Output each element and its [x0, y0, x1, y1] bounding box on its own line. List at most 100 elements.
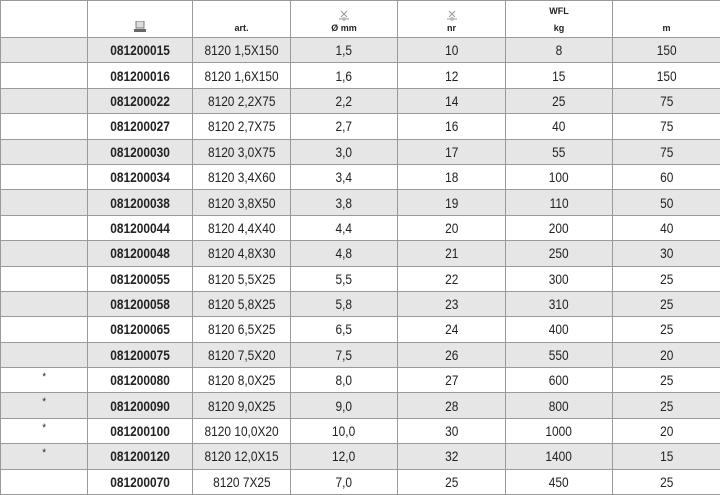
star-cell [1, 88, 88, 113]
nr-cell-text: 27 [445, 372, 458, 388]
length-cell: 25 [613, 368, 720, 393]
code-cell: 081200015 [88, 38, 193, 63]
star-cell [1, 317, 88, 342]
nr-cell: 21 [398, 241, 506, 266]
header-m: m [613, 1, 720, 38]
diameter-cell: 10,0 [291, 418, 398, 443]
code-cell-text: 081200120 [110, 448, 170, 464]
wire-count-icon [446, 10, 458, 22]
star-cell: * [1, 393, 88, 418]
kg-cell: 110 [506, 190, 613, 215]
nr-cell-text: 26 [445, 347, 458, 363]
length-cell-text: 25 [660, 398, 673, 414]
code-cell-text: 081200075 [110, 347, 170, 363]
kg-cell-text: 400 [549, 321, 569, 337]
code-cell-text: 081200027 [110, 118, 170, 134]
length-cell-text: 60 [660, 169, 673, 185]
star-cell [1, 266, 88, 291]
header-wfl: WFL kg [506, 1, 613, 38]
art-cell: 8120 5,5X25 [193, 266, 291, 291]
length-cell-text: 25 [660, 296, 673, 312]
code-cell-text: 081200055 [110, 271, 170, 287]
length-cell: 150 [613, 63, 720, 88]
star-cell [1, 164, 88, 189]
code-cell: 081200038 [88, 190, 193, 215]
kg-cell: 1400 [506, 444, 613, 469]
nr-cell: 19 [398, 190, 506, 215]
length-cell-text: 75 [660, 144, 673, 160]
art-cell: 8120 3,8X50 [193, 190, 291, 215]
code-cell-text: 081200090 [110, 398, 170, 414]
star-cell [1, 38, 88, 63]
length-cell: 15 [613, 444, 720, 469]
kg-cell: 600 [506, 368, 613, 393]
diameter-cell: 6,5 [291, 317, 398, 342]
art-cell: 8120 7X25 [193, 469, 291, 494]
art-cell-text: 8120 2,2X75 [208, 93, 275, 109]
kg-cell-text: 55 [552, 144, 565, 160]
star-cell [1, 139, 88, 164]
header-star [1, 1, 88, 38]
diameter-cell: 5,8 [291, 291, 398, 316]
code-cell: 081200065 [88, 317, 193, 342]
diameter-cell-text: 6,5 [336, 321, 353, 337]
length-cell: 75 [613, 139, 720, 164]
art-cell: 8120 4,4X40 [193, 215, 291, 240]
star-cell [1, 63, 88, 88]
star-cell-text: * [42, 422, 46, 434]
diameter-cell-text: 1,5 [336, 42, 353, 58]
art-cell-text: 8120 5,8X25 [208, 296, 275, 312]
length-cell: 25 [613, 469, 720, 494]
kg-cell-text: 8 [556, 42, 563, 58]
diameter-cell: 8,0 [291, 368, 398, 393]
art-cell-text: 8120 1,6X150 [204, 68, 278, 84]
nr-cell-text: 23 [445, 296, 458, 312]
diameter-cell-text: 7,0 [336, 474, 353, 490]
computer-icon [133, 21, 147, 33]
kg-cell-text: 15 [552, 68, 565, 84]
code-cell: 081200120 [88, 444, 193, 469]
length-cell: 150 [613, 38, 720, 63]
nr-cell: 32 [398, 444, 506, 469]
kg-cell-text: 40 [552, 118, 565, 134]
art-cell-text: 8120 6,5X25 [208, 321, 275, 337]
star-cell: * [1, 444, 88, 469]
kg-cell: 300 [506, 266, 613, 291]
star-cell [1, 469, 88, 494]
diameter-cell: 2,7 [291, 114, 398, 139]
art-cell: 8120 8,0X25 [193, 368, 291, 393]
diameter-cell: 3,0 [291, 139, 398, 164]
star-cell: * [1, 368, 88, 393]
art-cell: 8120 1,5X150 [193, 38, 291, 63]
nr-cell-text: 14 [445, 93, 458, 109]
art-cell: 8120 4,8X30 [193, 241, 291, 266]
diameter-cell-text: 5,8 [336, 296, 353, 312]
diameter-cell: 9,0 [291, 393, 398, 418]
kg-cell: 400 [506, 317, 613, 342]
code-cell-text: 081200058 [110, 296, 170, 312]
code-cell: 081200030 [88, 139, 193, 164]
art-cell-text: 8120 9,0X25 [208, 398, 275, 414]
length-cell: 25 [613, 393, 720, 418]
art-cell-text: 8120 10,0X20 [204, 423, 278, 439]
length-cell-text: 30 [660, 245, 673, 261]
length-cell-text: 25 [660, 271, 673, 287]
nr-cell-text: 17 [445, 144, 458, 160]
nr-cell: 14 [398, 88, 506, 113]
code-cell: 081200058 [88, 291, 193, 316]
length-cell-text: 20 [660, 347, 673, 363]
header-wfl-unit: kg [554, 23, 565, 33]
diameter-cell-text: 4,8 [336, 245, 353, 261]
length-cell-text: 50 [660, 195, 673, 211]
art-cell: 8120 3,0X75 [193, 139, 291, 164]
header-row: art. Ø mm nr WFL kg m [1, 1, 720, 38]
diameter-cell-text: 3,8 [336, 195, 353, 211]
